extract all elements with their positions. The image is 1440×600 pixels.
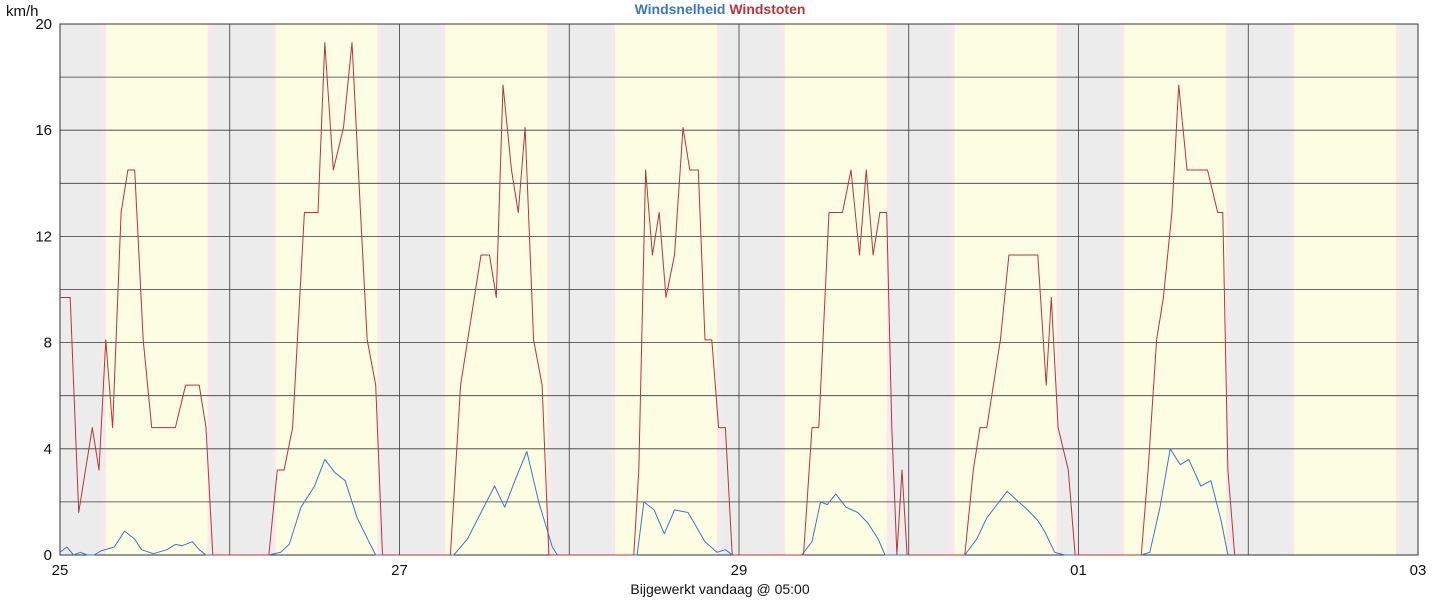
y-tick-label: 4 [44,441,52,458]
y-tick-label: 20 [35,16,52,33]
x-tick-label: 25 [52,562,69,579]
title-part-windsnelheid: Windsnelheid [635,1,726,17]
axis-labels: 0 4 8 12 16 20 25 27 29 01 03 [35,16,1426,579]
chart-title: Windsnelheid Windstoten [635,1,806,17]
y-tick-label: 0 [44,547,52,564]
x-tick-label: 01 [1070,562,1087,579]
y-tick-label: 16 [35,122,52,139]
title-part-windstoten: Windstoten [725,1,805,17]
y-tick-label: 12 [35,228,52,245]
x-tick-label: 29 [731,562,748,579]
series-line-windstoten [60,42,1236,556]
series-line-windsnelheid [59,448,1229,556]
y-axis-unit-label: km/h [6,3,39,20]
last-updated-label: Bijgewerkt vandaag @ 05:00 [630,581,809,597]
x-tick-label: 03 [1410,562,1427,579]
y-tick-label: 8 [44,335,52,352]
series-lines [59,42,1236,556]
x-tick-label: 27 [391,562,408,579]
